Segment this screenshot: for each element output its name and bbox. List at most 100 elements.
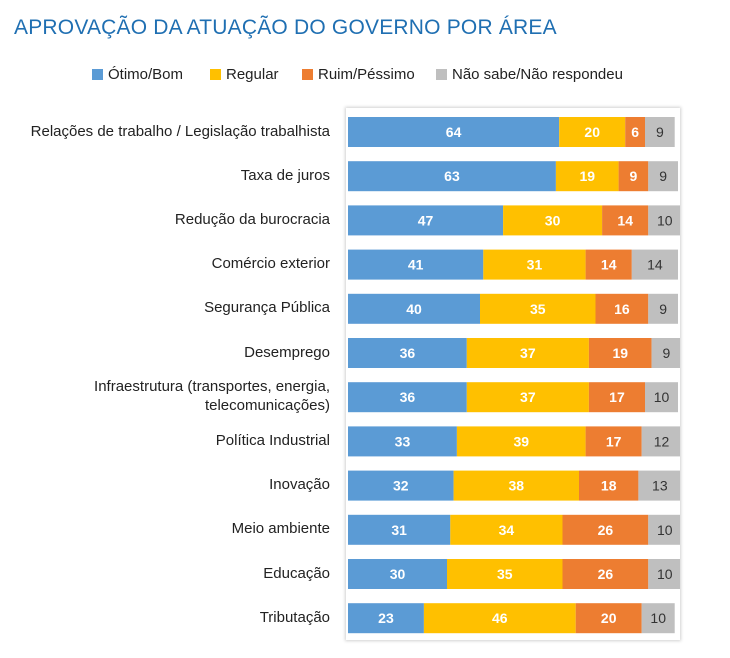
data-label: 19 [579,168,595,184]
data-label: 37 [520,345,536,361]
data-label: 9 [656,124,664,140]
data-label: 33 [395,433,411,449]
category-label: Educação [0,564,330,583]
category-label: Taxa de juros [0,166,330,185]
bar-segment [348,382,467,413]
data-label: 47 [418,212,434,228]
bar-segment [638,470,682,501]
data-label: 30 [390,566,406,582]
legend-item-nao-sabe: Não sabe/Não respondeu [436,66,623,83]
bar-segment [348,514,451,545]
data-label: 26 [598,522,614,538]
bar-segment [651,338,682,368]
data-label: 63 [444,168,460,184]
bar-segment [456,426,586,457]
bar-segment [348,603,424,634]
category-label: Segurança Pública [0,298,330,317]
data-label: 20 [584,124,600,140]
bar-segment [575,603,642,634]
category-label: Política Industrial [0,431,330,450]
data-label: 30 [545,212,561,228]
bar-segment [348,559,447,589]
bar-segment [480,293,596,324]
legend-label-otimo-bom: Ótimo/Bom [108,66,184,83]
bar-segment [447,559,563,589]
data-label: 13 [652,478,668,494]
data-label: 20 [601,610,617,626]
bar-segment [453,470,579,501]
category-label-line: Comércio exterior [211,255,330,273]
data-label: 32 [393,478,409,494]
legend-label-nao-sabe: Não sabe/Não respondeu [452,66,623,83]
bar-segment [348,205,504,236]
bar-segment [625,117,645,147]
bar-segment [648,559,682,589]
category-label: Inovação [0,475,330,494]
bar-segment [602,205,649,236]
bar-segment [348,338,467,368]
category-label: Desemprego [0,343,330,362]
bar-segment [562,559,649,589]
bar-segment [595,293,649,324]
data-label: 17 [606,433,622,449]
category-label-line: Segurança Pública [204,299,330,317]
legend-swatch-nao-sabe [436,69,447,80]
legend-swatch-otimo-bom [92,69,103,80]
legend-item-otimo-bom: Ótimo/Bom [92,66,183,83]
category-label: Relações de trabalho / Legislação trabal… [0,122,330,141]
category-label: Redução da burocracia [0,210,330,229]
category-label-line: telecomunicações) [204,397,330,415]
legend-label-ruim-pessimo: Ruim/Péssimo [318,66,415,83]
category-label-line: Infraestrutura (transportes, energia, [94,378,330,396]
data-label: 36 [400,389,416,405]
data-label: 46 [492,610,508,626]
bar-segment [348,117,560,147]
data-label: 31 [391,522,407,538]
data-label: 10 [654,389,670,405]
data-label: 26 [598,566,614,582]
category-label-line: Redução da burocracia [174,210,330,228]
bar-segment [645,117,675,147]
legend-swatch-ruim-pessimo [302,69,313,80]
data-label: 23 [378,610,394,626]
data-label: 35 [497,566,513,582]
plot-area: 64 20 6 9 63 19 9 9 47 30 14 10 41 31 14 14 40 35 16 9 36 37 1… [346,108,682,640]
data-label: 31 [527,257,543,273]
legend: Ótimo/Bom Regular Ruim/Péssimo Não sabe/… [0,66,730,90]
bar-segment [348,161,556,192]
legend-item-ruim-pessimo: Ruim/Péssimo [302,66,415,83]
category-label-line: Meio ambiente [231,520,330,538]
category-label-line: Educação [263,564,330,582]
bar-segment [648,293,678,324]
bar-segment [631,249,678,280]
bar-segment [641,603,675,634]
category-label: Tributação [0,608,330,627]
data-label: 34 [499,522,515,538]
data-label: 10 [657,566,673,582]
bar-segment [348,293,480,324]
bar-segment [348,470,454,501]
chart-title: APROVAÇÃO DA ATUAÇÃO DO GOVERNO POR ÁREA [14,16,557,39]
data-label: 10 [657,212,673,228]
bar-segment [648,161,678,192]
category-label: Infraestrutura (transportes, energia, tel… [0,377,330,415]
bar-segment [645,382,678,413]
data-label: 10 [657,522,673,538]
bar-segment [466,338,589,368]
bar-segment [450,514,563,545]
data-label: 35 [530,301,546,317]
category-label-line: Inovação [269,476,330,494]
category-label-line: Tributação [259,608,330,626]
data-label: 64 [446,124,462,140]
data-label: 12 [654,433,670,449]
bar-segment [555,161,619,192]
bar-segment [588,382,645,413]
bar-segment [423,603,576,634]
legend-swatch-regular [210,69,221,80]
bar-segment [466,382,589,413]
bar-segment [588,338,652,368]
bar-segment [503,205,603,236]
data-label: 36 [400,345,416,361]
data-label: 40 [406,301,422,317]
data-label: 9 [630,168,638,184]
